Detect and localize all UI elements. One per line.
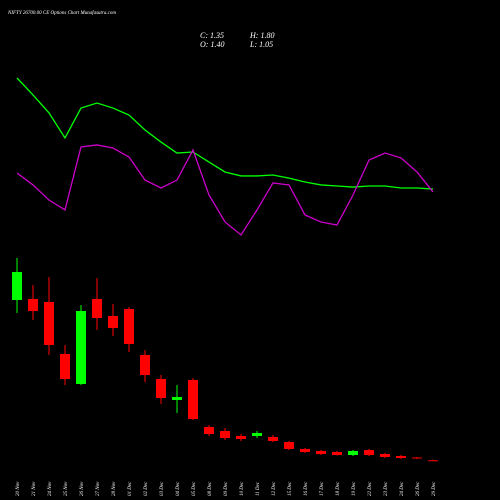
x-tick-label: 27 Nov [96, 481, 101, 496]
x-tick-label: 24 Nov [48, 481, 53, 496]
candle-body [60, 354, 70, 379]
x-tick-label: 05 Dec [192, 481, 197, 496]
x-tick-label: 21 Nov [32, 481, 37, 496]
candle-body [172, 397, 182, 400]
ohlc-label: O: 1.40 [200, 40, 224, 49]
x-tick-label: 12 Dec [272, 481, 277, 496]
candle-body [380, 454, 390, 457]
x-tick-label: 29 Dec [432, 481, 437, 496]
chart-title: NIFTY 26700.00 CE Options Chart Munafasu… [7, 11, 116, 16]
average-line [16, 77, 434, 190]
x-tick-label: 02 Dec [144, 481, 149, 496]
candle-body [76, 311, 86, 384]
candle-body [12, 272, 22, 300]
x-tick-label: 22 Dec [368, 481, 373, 496]
candle-body [92, 299, 102, 318]
candle-body [268, 437, 278, 441]
candle-body [156, 379, 166, 398]
candle-body [108, 316, 118, 328]
candle-body [396, 456, 406, 458]
x-tick-label: 09 Dec [224, 481, 229, 496]
ohlc-label: C: 1.35 [200, 31, 224, 40]
x-tick-label: 17 Dec [320, 481, 325, 496]
average-line [16, 144, 434, 236]
x-tick-label: 26 Nov [80, 481, 85, 496]
x-tick-label: 28 Nov [112, 481, 117, 496]
ohlc-label: H: 1.80 [249, 31, 274, 40]
candle-body [236, 436, 246, 439]
x-tick-label: 18 Dec [336, 481, 341, 496]
x-tick-label: 10 Dec [240, 481, 245, 496]
candle-body [316, 451, 326, 454]
candle-body [332, 452, 342, 455]
x-tick-label: 01 Dec [128, 481, 133, 496]
x-tick-label: 11 Dec [256, 481, 261, 496]
x-tick-label: 19 Dec [352, 481, 357, 496]
candle-body [220, 431, 230, 438]
candle-body [28, 299, 38, 311]
candle-body [300, 449, 310, 452]
candle-body [188, 380, 198, 419]
x-tick-label: 15 Dec [288, 481, 293, 496]
candle-body [428, 460, 438, 462]
x-tick-label: 03 Dec [160, 481, 165, 496]
ohlc-label: L: 1.05 [249, 40, 273, 49]
candle-body [44, 302, 54, 345]
x-tick-label: 24 Dec [400, 481, 405, 496]
x-tick-label: 16 Dec [304, 481, 309, 496]
candle-body [204, 427, 214, 434]
candle-body [412, 457, 422, 459]
x-tick-label: 23 Dec [384, 481, 389, 496]
candle-body [348, 451, 358, 455]
candle-body [364, 450, 374, 455]
candle-body [124, 309, 134, 344]
x-tick-label: 04 Dec [176, 481, 181, 496]
x-tick-label: 25 Nov [64, 481, 69, 496]
x-tick-label: 08 Dec [208, 481, 213, 496]
candle-body [140, 355, 150, 375]
candle-body [252, 433, 262, 436]
candle-body [284, 442, 294, 449]
x-tick-label: 26 Dec [416, 481, 421, 496]
x-tick-label: 20 Nov [16, 481, 21, 496]
